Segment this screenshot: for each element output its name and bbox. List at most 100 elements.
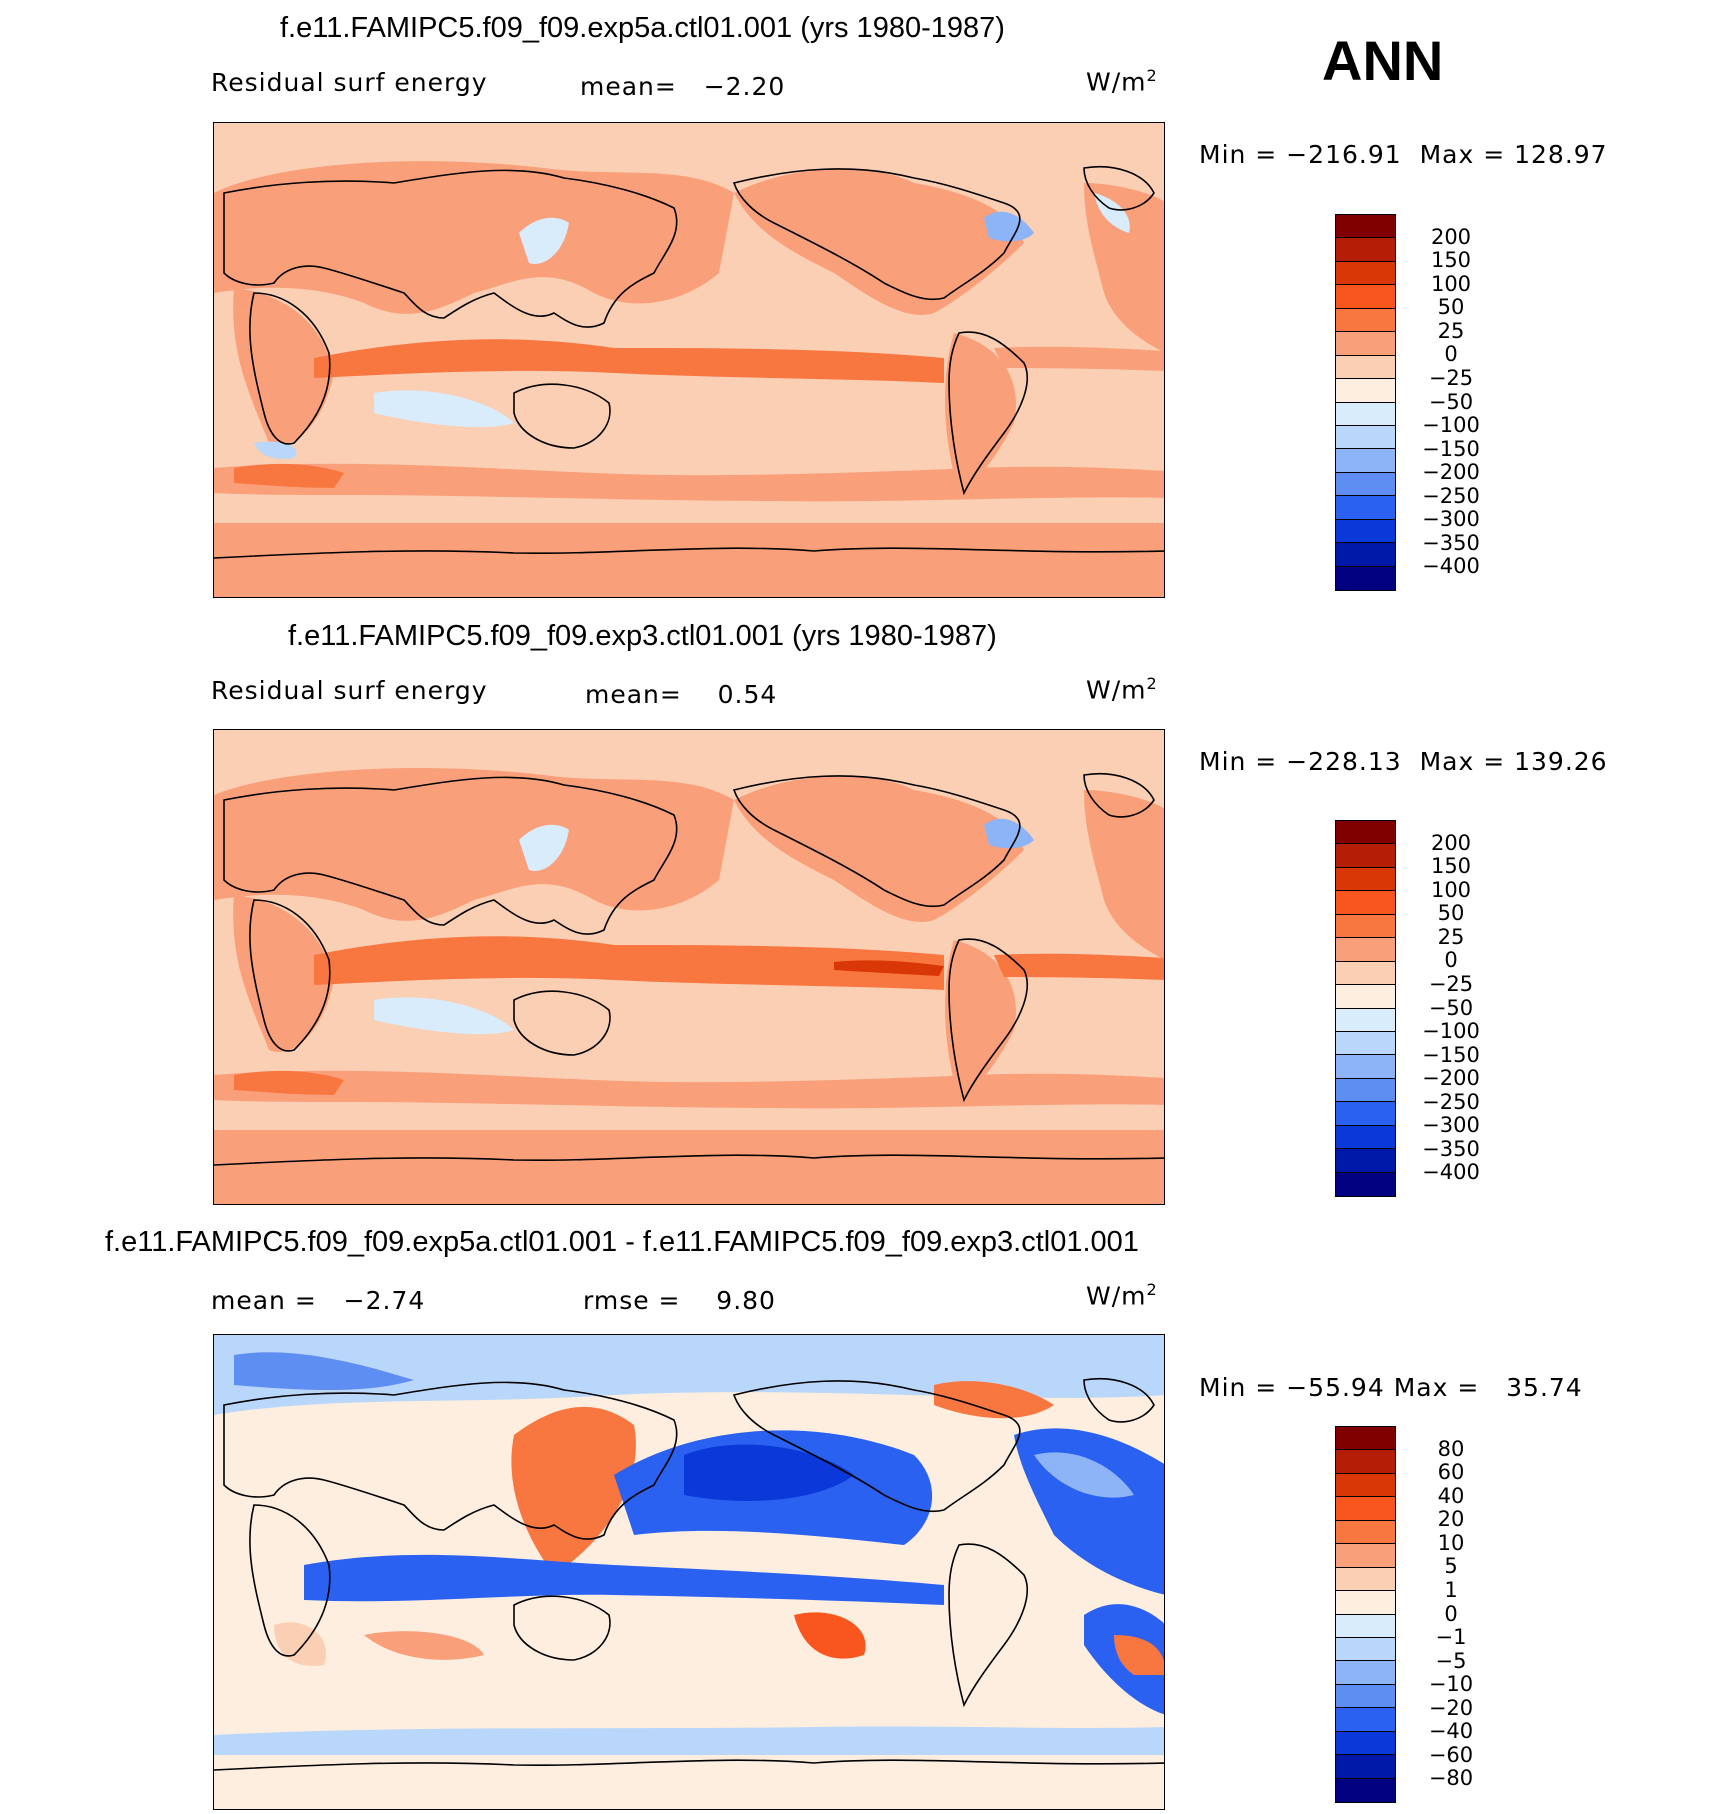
colorbar-label: 20 bbox=[1437, 1507, 1465, 1532]
colorbar-label: 50 bbox=[1437, 901, 1465, 926]
colorbar-swatch bbox=[1336, 1450, 1395, 1474]
panel-3-units-base: W/m bbox=[1086, 1281, 1147, 1311]
panel-3-max-label: Max = bbox=[1393, 1373, 1480, 1402]
colorbar-swatch bbox=[1336, 355, 1395, 380]
colorbar-label: −150 bbox=[1422, 436, 1480, 461]
panel-3-minmax: Min = −55.94 Max = 35.74 bbox=[1199, 1373, 1583, 1402]
colorbar-label: −25 bbox=[1428, 365, 1474, 390]
colorbar-label: 50 bbox=[1437, 295, 1465, 320]
panel-2-min-value: −228.13 bbox=[1286, 747, 1402, 776]
colorbar-swatch bbox=[1336, 1102, 1395, 1126]
colorbar-label: −50 bbox=[1428, 995, 1474, 1020]
colorbar-label: −250 bbox=[1422, 483, 1480, 508]
panel-1-mean-value: −2.20 bbox=[703, 72, 786, 101]
colorbar-label: 150 bbox=[1430, 854, 1472, 879]
colorbar-label: 10 bbox=[1437, 1530, 1465, 1555]
panel-2-max-label: Max = bbox=[1419, 747, 1506, 776]
colorbar-label: −1 bbox=[1435, 1625, 1467, 1650]
panel-3-max-value: 35.74 bbox=[1506, 1373, 1583, 1402]
colorbar-swatch bbox=[1336, 1149, 1395, 1173]
colorbar-label: 40 bbox=[1437, 1483, 1465, 1508]
colorbar-label: −100 bbox=[1422, 413, 1480, 438]
colorbar-label: −25 bbox=[1428, 971, 1474, 996]
panel-1-map bbox=[213, 122, 1165, 598]
colorbar-label: −60 bbox=[1428, 1742, 1474, 1767]
colorbar-swatch bbox=[1336, 891, 1395, 915]
colorbar-swatch bbox=[1336, 379, 1395, 403]
colorbar-swatch bbox=[1336, 1755, 1395, 1779]
colorbar-label: −350 bbox=[1422, 530, 1480, 555]
panel-3-mean-label: mean = bbox=[211, 1286, 317, 1315]
colorbar-swatch bbox=[1336, 1172, 1395, 1196]
colorbar-label: −400 bbox=[1422, 554, 1480, 579]
colorbar-label: −250 bbox=[1422, 1089, 1480, 1114]
colorbar-swatch bbox=[1336, 238, 1395, 262]
colorbar-label: 60 bbox=[1437, 1460, 1465, 1485]
panel-1-colorbar bbox=[1335, 214, 1396, 591]
panel-2-variable-label: Residual surf energy bbox=[211, 676, 488, 705]
colorbar-label: 200 bbox=[1430, 830, 1472, 855]
colorbar-swatch bbox=[1336, 961, 1395, 986]
panel-1-units-exp: 2 bbox=[1146, 66, 1158, 85]
colorbar-label: −400 bbox=[1422, 1160, 1480, 1185]
colorbar-label: 100 bbox=[1430, 271, 1472, 296]
panel-1-mean-label: mean= bbox=[580, 72, 677, 101]
panel-2-mean-label: mean= bbox=[585, 680, 682, 709]
colorbar-swatch bbox=[1336, 519, 1395, 544]
panel-2-colorbar bbox=[1335, 820, 1396, 1197]
colorbar-swatch bbox=[1336, 1031, 1395, 1056]
colorbar-swatch bbox=[1336, 1473, 1395, 1498]
panel-2-title: f.e11.FAMIPC5.f09_f09.exp3.ctl01.001 (yr… bbox=[288, 620, 997, 652]
colorbar-swatch bbox=[1336, 1708, 1395, 1732]
colorbar-label: 200 bbox=[1430, 224, 1472, 249]
panel-2-mean: mean= 0.54 bbox=[585, 680, 777, 709]
colorbar-label: 100 bbox=[1430, 877, 1472, 902]
colorbar-swatch bbox=[1336, 472, 1395, 497]
panel-2-units: W/m2 bbox=[1086, 674, 1158, 704]
colorbar-swatch bbox=[1336, 867, 1395, 892]
panel-2-minmax: Min = −228.13 Max = 139.26 bbox=[1199, 747, 1608, 776]
panel-1-variable-label: Residual surf energy bbox=[211, 68, 488, 97]
colorbar-label: −20 bbox=[1428, 1695, 1474, 1720]
colorbar-label: −10 bbox=[1428, 1672, 1474, 1697]
panel-1-min-label: Min = bbox=[1199, 140, 1278, 169]
colorbar-label: 80 bbox=[1437, 1436, 1465, 1461]
colorbar-label: −80 bbox=[1428, 1766, 1474, 1791]
colorbar-swatch bbox=[1336, 821, 1395, 845]
colorbar-swatch bbox=[1336, 1614, 1395, 1638]
colorbar-label: 5 bbox=[1444, 1554, 1458, 1579]
colorbar-swatch bbox=[1336, 402, 1395, 426]
panel-2-min-label: Min = bbox=[1199, 747, 1278, 776]
colorbar-swatch bbox=[1336, 1078, 1395, 1103]
panel-2-mean-value: 0.54 bbox=[717, 680, 778, 709]
panel-2-max-value: 139.26 bbox=[1514, 747, 1608, 776]
panel-1-title: f.e11.FAMIPC5.f09_f09.exp5a.ctl01.001 (y… bbox=[280, 12, 1005, 44]
colorbar-label: −100 bbox=[1422, 1019, 1480, 1044]
panel-2-map bbox=[213, 729, 1165, 1205]
colorbar-swatch bbox=[1336, 985, 1395, 1009]
panel-1-max-label: Max = bbox=[1419, 140, 1506, 169]
colorbar-swatch bbox=[1336, 914, 1395, 939]
colorbar-swatch bbox=[1336, 1055, 1395, 1079]
colorbar-label: −200 bbox=[1422, 460, 1480, 485]
colorbar-label: 1 bbox=[1444, 1577, 1458, 1602]
colorbar-swatch bbox=[1336, 1125, 1395, 1150]
colorbar-swatch bbox=[1336, 1731, 1395, 1756]
colorbar-swatch bbox=[1336, 285, 1395, 309]
colorbar-swatch bbox=[1336, 1497, 1395, 1521]
colorbar-swatch bbox=[1336, 1591, 1395, 1615]
colorbar-label: −200 bbox=[1422, 1066, 1480, 1091]
colorbar-swatch bbox=[1336, 1567, 1395, 1592]
colorbar-swatch bbox=[1336, 1661, 1395, 1685]
colorbar-swatch bbox=[1336, 496, 1395, 520]
colorbar-label: 25 bbox=[1437, 924, 1465, 949]
season-label: ANN bbox=[1322, 29, 1444, 92]
colorbar-swatch bbox=[1336, 425, 1395, 450]
panel-2-units-base: W/m bbox=[1086, 675, 1147, 705]
panel-3-units: W/m2 bbox=[1086, 1280, 1158, 1310]
panel-3-map bbox=[213, 1334, 1165, 1810]
colorbar-swatch bbox=[1336, 449, 1395, 473]
colorbar-swatch bbox=[1336, 938, 1395, 962]
colorbar-swatch bbox=[1336, 1008, 1395, 1032]
colorbar-swatch bbox=[1336, 1637, 1395, 1662]
